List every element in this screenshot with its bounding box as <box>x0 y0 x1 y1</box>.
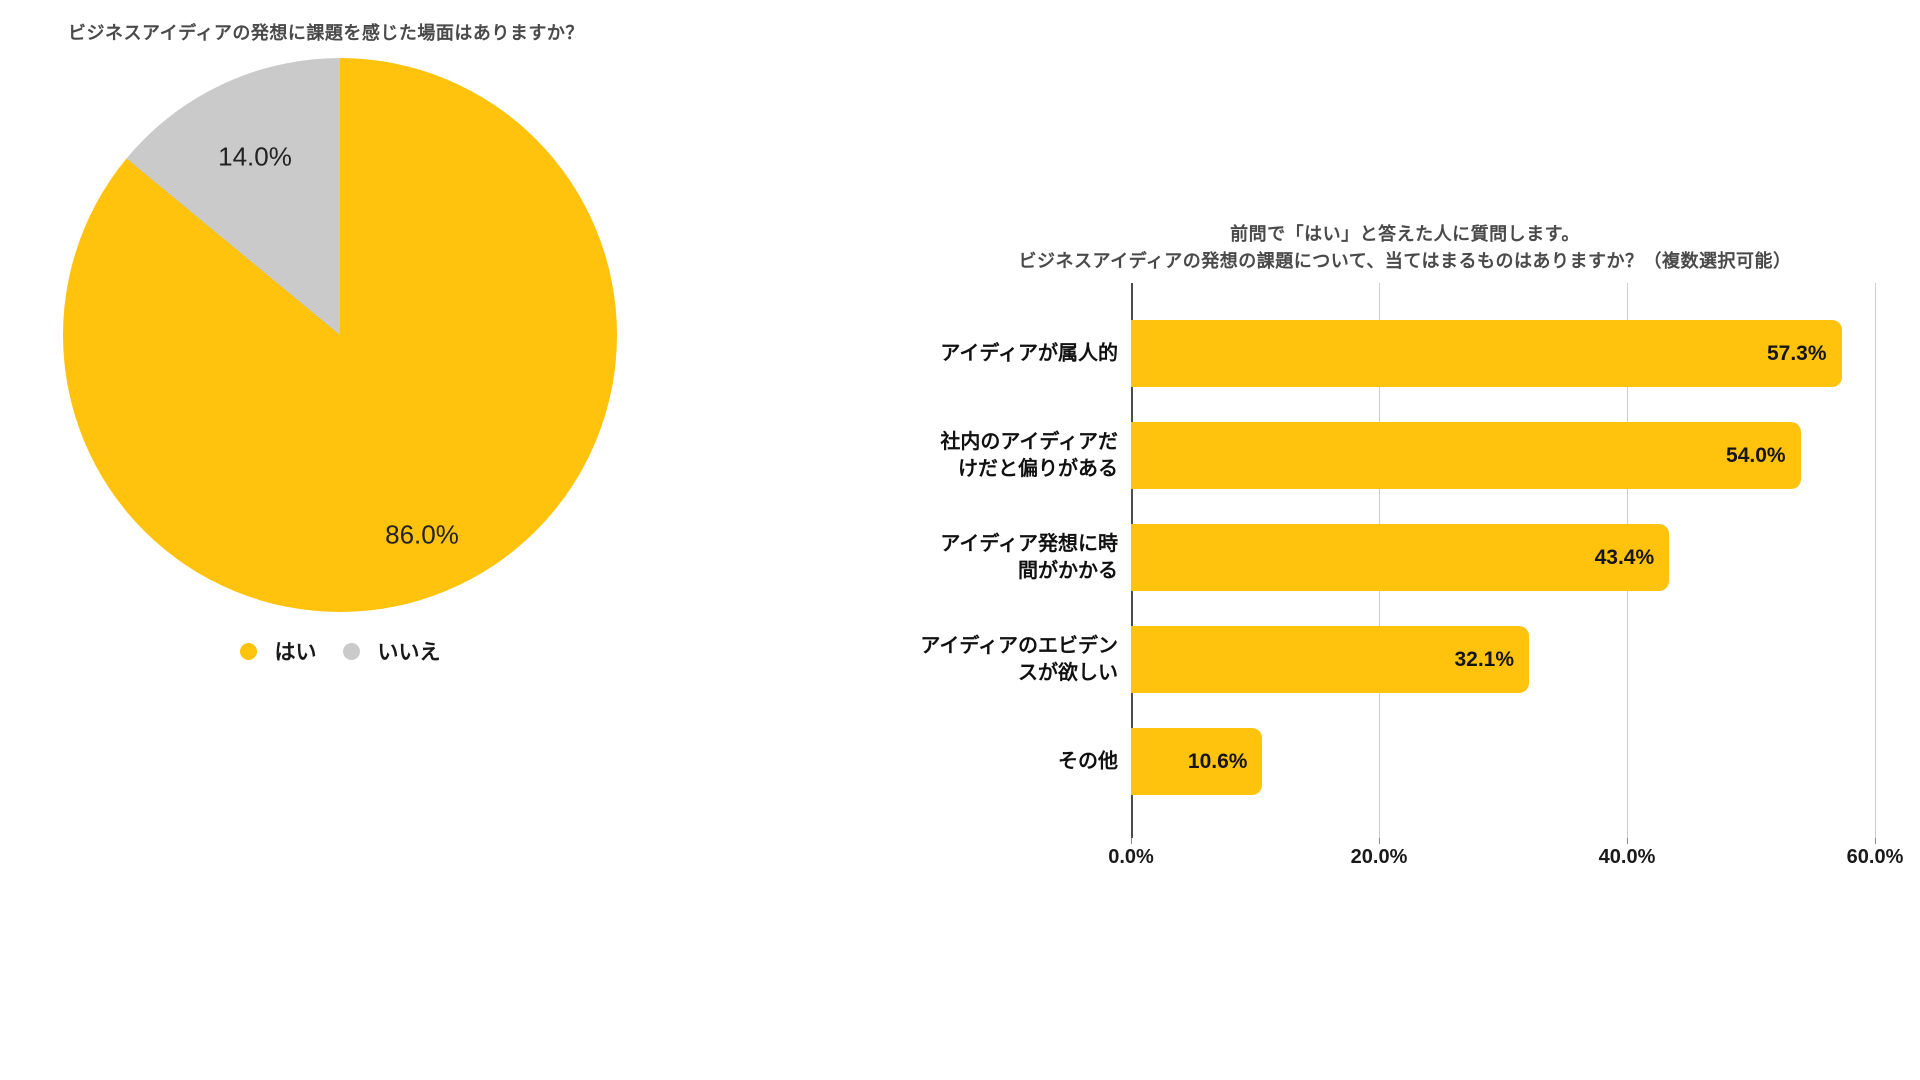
bar: 57.3% <box>1131 320 1842 387</box>
bar-category-label-line: アイディア発想に時 <box>940 532 1118 555</box>
pie-chart-title: ビジネスアイディアの発想に課題を感じた場面はありますか？ <box>68 22 584 43</box>
pie-legend: はい いいえ <box>63 636 617 666</box>
bar-category-label: アイディアのエビデンスが欲しい <box>890 633 1118 687</box>
axis-tick-0.0% <box>1131 838 1132 844</box>
bar-category-label-line: その他 <box>1058 750 1118 772</box>
pie-chart-panel: ビジネスアイディアの発想に課題を感じた場面はありますか？ 14.0% 86.0%… <box>0 0 890 720</box>
bar-category-label-line: 間がかかる <box>1018 559 1118 582</box>
pie: 14.0% 86.0% <box>63 58 617 612</box>
x-axis-tick-label: 40.0% <box>1598 846 1656 868</box>
bar-chart-title-line2: ビジネスアイディアの発想の課題について、当てはまるものはありますか？（複数選択可… <box>1018 250 1792 271</box>
bar-category-label: 社内のアイディアだけだと偏りがある <box>890 429 1118 483</box>
bar-category-label-line: アイディアが属人的 <box>940 342 1118 364</box>
bar: 32.1% <box>1131 626 1530 693</box>
bar-plot: 0.0% 20.0% 40.0% 60.0% アイディアが属人的 57.3% 社内のアイディ… <box>890 200 1920 920</box>
bar-value-label: 43.4% <box>1594 545 1655 569</box>
bar-value-label: 10.6% <box>1187 749 1248 773</box>
bar-category-label-line: けだと偏りがある <box>958 457 1118 480</box>
legend-item-yes: はい <box>239 636 317 666</box>
bar-value-label: 57.3% <box>1766 341 1827 365</box>
legend-swatch-no <box>342 642 360 660</box>
x-axis-tick-label: 0.0% <box>1108 846 1154 868</box>
legend-label-yes: はい <box>274 641 317 664</box>
axis-tick-20.0% <box>1379 838 1380 844</box>
bar-category-label-line: アイディアのエビデン <box>920 634 1118 657</box>
x-axis-tick-label: 20.0% <box>1350 846 1408 868</box>
bar: 43.4% <box>1131 524 1670 591</box>
bar-value-label: 54.0% <box>1726 443 1786 467</box>
bar-chart-panel: 前問で「はい」と答えた人に質問します。 ビジネスアイディアの発想の課題について、… <box>890 200 1920 920</box>
bar-value-label: 32.1% <box>1454 647 1515 671</box>
gridline-60.0% <box>1875 283 1876 838</box>
bar-category-label: アイディアが属人的 <box>890 340 1118 367</box>
bar-chart-title-line1: 前問で「はい」と答えた人に質問します。 <box>1230 223 1580 244</box>
x-axis-tick-label: 60.0% <box>1846 846 1904 868</box>
bar-category-label: その他 <box>890 748 1118 775</box>
legend-label-no: いいえ <box>377 641 441 664</box>
legend-swatch-yes <box>239 642 257 660</box>
legend-item-no: いいえ <box>342 636 441 666</box>
bar: 10.6% <box>1131 728 1263 795</box>
pie-value-label-yes: 86.0% <box>385 519 459 550</box>
bar-chart-title: 前問で「はい」と答えた人に質問します。 ビジネスアイディアの発想の課題について、… <box>890 221 1920 275</box>
bar-category-label-line: スが欲しい <box>1018 661 1118 684</box>
axis-tick-40.0% <box>1627 838 1628 844</box>
axis-tick-60.0% <box>1875 838 1876 844</box>
bar: 54.0% <box>1131 422 1801 489</box>
pie-value-label-no: 14.0% <box>218 141 292 172</box>
bar-category-label: アイディア発想に時間がかかる <box>890 531 1118 585</box>
bar-category-label-line: 社内のアイディアだ <box>940 430 1118 453</box>
